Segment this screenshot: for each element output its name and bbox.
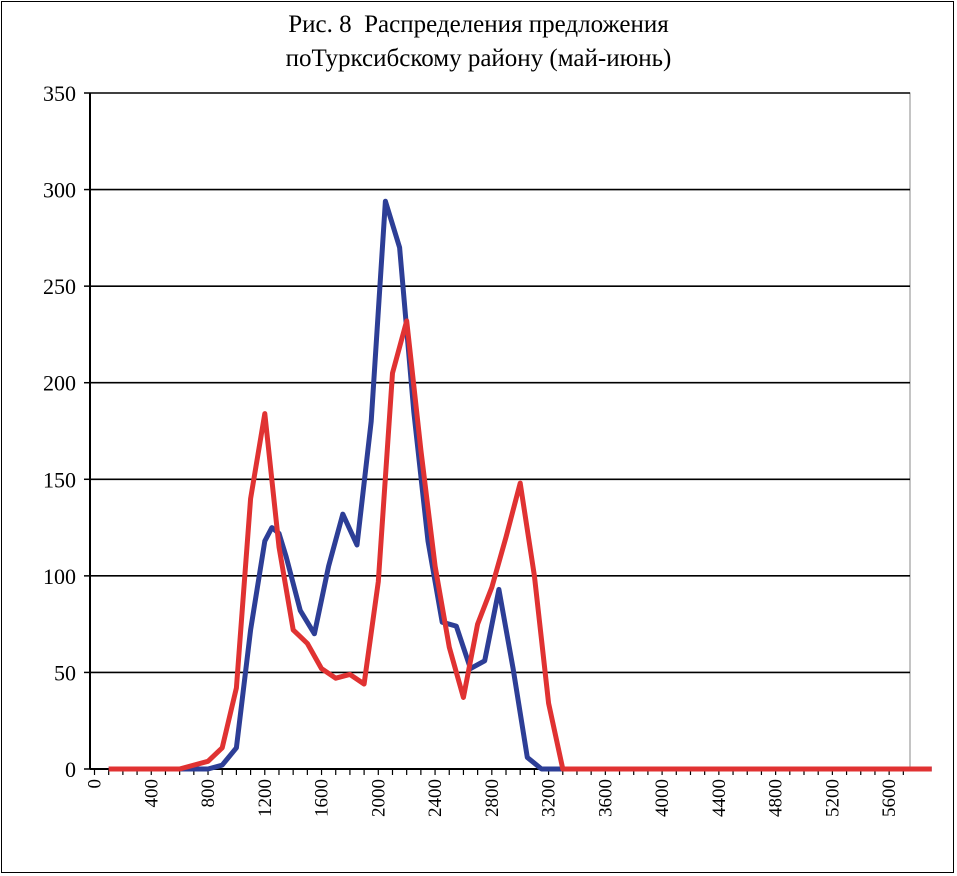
series-line-2 bbox=[108, 318, 932, 772]
x-tick-label: 4000 bbox=[652, 779, 673, 817]
x-tick-label: 3200 bbox=[539, 779, 560, 817]
y-tick-label: 0 bbox=[65, 757, 76, 782]
y-tick-label: 150 bbox=[43, 467, 76, 492]
x-tick-label: 2000 bbox=[368, 779, 389, 817]
series-line-1 bbox=[108, 198, 932, 772]
x-tick-label: 4800 bbox=[766, 779, 787, 817]
y-tick-label: 250 bbox=[43, 274, 76, 299]
x-tick-label: 5200 bbox=[822, 779, 843, 817]
y-tick-label: 350 bbox=[43, 81, 76, 106]
y-tick-label: 50 bbox=[54, 660, 76, 685]
x-tick-label: 1600 bbox=[312, 779, 333, 817]
chart-subtitle: поТурксибскому району (май-июнь) bbox=[285, 45, 672, 72]
x-tick-label: 1200 bbox=[255, 779, 276, 817]
plot-area bbox=[89, 92, 911, 770]
x-tick-label: 2800 bbox=[482, 779, 503, 817]
x-tick-label: 3600 bbox=[595, 779, 616, 817]
y-tick-label: 200 bbox=[43, 371, 76, 396]
x-tick-label: 4400 bbox=[709, 779, 730, 817]
y-tick-label: 100 bbox=[43, 564, 76, 589]
chart-title: Рис. 8 Распределения предложения bbox=[288, 11, 669, 38]
x-tick-label: 0 bbox=[85, 779, 106, 789]
x-tick-label: 5600 bbox=[879, 779, 900, 817]
x-tick-label: 2400 bbox=[425, 779, 446, 817]
y-tick-label: 300 bbox=[43, 178, 76, 203]
x-tick-label: 800 bbox=[198, 779, 219, 808]
x-tick-label: 400 bbox=[141, 779, 162, 808]
